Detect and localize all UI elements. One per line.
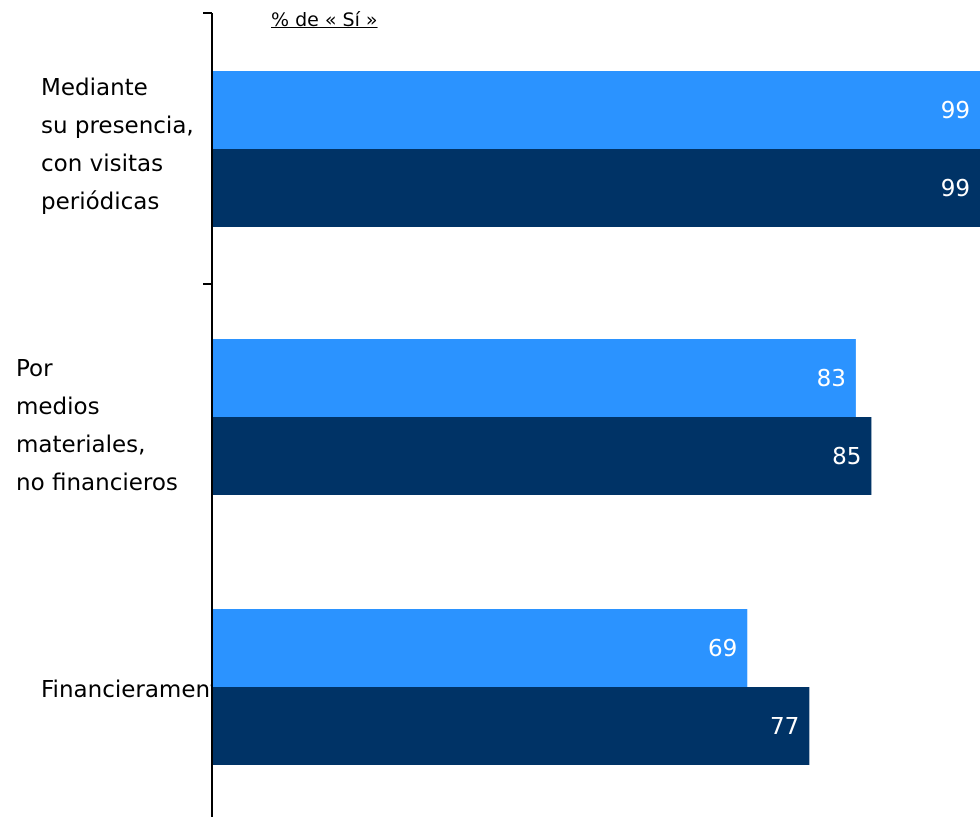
- category-label-line: Mediante: [41, 75, 148, 101]
- bar-value-label: 83: [817, 366, 846, 392]
- category-label-line: medios: [16, 394, 100, 420]
- category-label-material: Por medios materiales, no financieros: [16, 350, 178, 502]
- bar: [212, 339, 856, 417]
- category-label-line: Financieramente: [41, 677, 234, 703]
- unit-label: % de « Sí »: [271, 9, 378, 31]
- category-label-financial: Financieramente: [41, 671, 233, 709]
- bar: [212, 71, 980, 149]
- bar-value-label: 99: [941, 176, 970, 202]
- category-label-line: Por: [16, 356, 53, 382]
- category-label-presence: Mediante su presencia, con visitas perió…: [41, 69, 194, 221]
- bar-value-label: 99: [941, 98, 970, 124]
- category-label-line: periódicas: [41, 189, 160, 215]
- bar-value-label: 85: [832, 444, 861, 470]
- bar: [212, 609, 748, 687]
- bar: [212, 149, 980, 227]
- category-label-line: su presencia,: [41, 113, 194, 139]
- bar: [212, 687, 810, 765]
- bar-value-label: 69: [708, 636, 737, 662]
- category-label-line: materiales,: [16, 432, 146, 458]
- category-label-line: no financieros: [16, 470, 178, 496]
- bar-value-label: 77: [770, 714, 799, 740]
- bar: [212, 417, 872, 495]
- category-label-line: con visitas: [41, 151, 164, 177]
